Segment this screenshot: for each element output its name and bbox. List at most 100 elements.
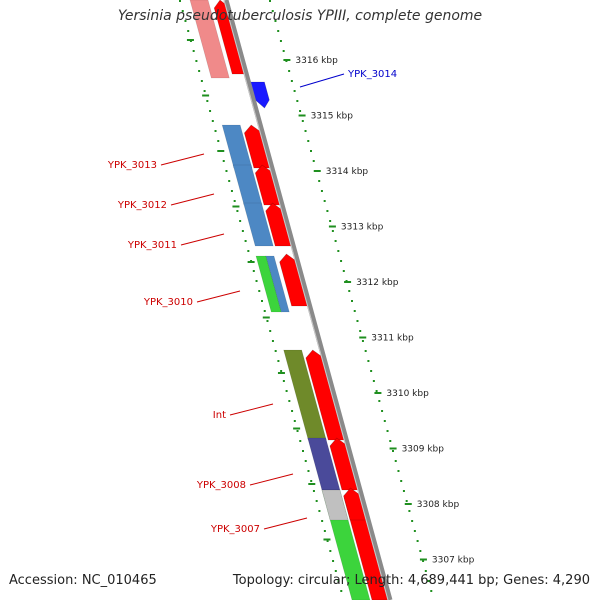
outer-dot-guide <box>348 290 351 292</box>
outer-dot-guide <box>337 250 340 252</box>
outer-dot-guide <box>378 400 381 402</box>
gene-label-ypk3014: YPK_3014 <box>347 69 397 80</box>
outer-dot-guide <box>274 20 277 22</box>
inner-dot-guide <box>255 280 258 282</box>
outer-dot-guide <box>405 500 408 502</box>
genome-summary-text: Topology: circular; Length: 4,689,441 bp… <box>232 573 590 588</box>
tick-label: 3315 kbp <box>311 112 354 122</box>
outer-dot-guide <box>288 70 291 72</box>
inner-dot-guide <box>252 270 255 272</box>
inner-dot-guide <box>332 560 335 562</box>
inner-dot-guide <box>181 10 184 12</box>
gene-leader-ypk3014 <box>299 73 345 88</box>
inner-dot-guide <box>293 420 296 422</box>
gene-leader-int <box>229 403 274 416</box>
outer-dot-guide <box>383 420 386 422</box>
tick-label: 3312 kbp <box>356 278 399 288</box>
inner-dot-guide <box>323 530 326 532</box>
outer-dot-guide <box>310 150 312 152</box>
outer-dot-guide <box>340 260 343 262</box>
outer-dot-guide <box>279 40 282 42</box>
inner-dot-guide <box>258 290 261 292</box>
outer-dot-guide <box>408 510 411 512</box>
tick-labels-layer: 3316 kbp 3315 kbp 3314 kbp 3313 kbp 3312 kbp… <box>295 56 474 566</box>
outer-dot-guide <box>318 180 321 182</box>
inner-dot-guide <box>239 220 242 222</box>
inner-dot-guide <box>299 440 302 442</box>
inner-dot-guide <box>304 460 307 462</box>
outer-dot-guide <box>419 550 422 552</box>
tick-label: 3308 kbp <box>417 500 460 510</box>
inner-dot-guide <box>302 450 304 452</box>
inner-dot-guide <box>261 300 263 302</box>
gene-leader-ypk3010 <box>196 290 241 303</box>
inner-dot-guide <box>203 90 206 92</box>
tick-label: 3314 kbp <box>326 167 369 177</box>
inner-dot-guide <box>312 490 315 492</box>
inner-dot-guide <box>211 120 214 122</box>
gene-label-int: Int <box>213 410 226 421</box>
outer-dot-guide <box>342 270 345 272</box>
inner-dot-guide <box>198 70 201 72</box>
outer-dot-guide <box>282 50 285 52</box>
inner-dot-guide <box>334 570 337 572</box>
cog-block-ypk3007-cap <box>321 489 349 521</box>
cog-block-ypk3011 <box>243 202 274 247</box>
tick-dots-layer <box>179 0 433 592</box>
outer-dot-guide <box>269 0 271 2</box>
inner-dot-guide <box>296 430 299 432</box>
outer-dot-guide <box>323 200 326 202</box>
outer-dot-guide <box>301 120 304 122</box>
inner-dot-guide <box>326 540 329 542</box>
inner-dot-guide <box>247 250 250 252</box>
outer-dot-guide <box>356 320 359 322</box>
outer-dot-guide <box>353 310 356 312</box>
inner-dot-guide <box>271 340 274 342</box>
inner-dot-guide <box>244 240 247 242</box>
outer-dot-guide <box>386 430 389 432</box>
outer-dot-guide <box>367 360 370 362</box>
inner-dot-guide <box>277 360 280 362</box>
outer-dot-guide <box>372 380 375 382</box>
tick-label: 3313 kbp <box>341 223 384 233</box>
inner-dot-guide <box>291 410 294 412</box>
inner-dot-guide <box>179 0 181 2</box>
gene-label-ypk3010: YPK_3010 <box>143 297 193 308</box>
inner-dot-guide <box>200 80 203 82</box>
inner-dot-guide <box>192 50 195 52</box>
outer-dot-guide <box>296 100 299 102</box>
gene-label-ypk3013: YPK_3013 <box>107 160 157 171</box>
inner-dot-guide <box>225 170 228 172</box>
outer-dot-guide <box>331 230 334 232</box>
outer-dot-guide <box>381 410 384 412</box>
inner-dot-guide <box>288 400 291 402</box>
outer-dot-guide <box>397 470 400 472</box>
outer-dot-guide <box>364 350 367 352</box>
tick-label: 3310 kbp <box>386 389 429 399</box>
outer-dot-guide <box>394 460 397 462</box>
inner-dot-guide <box>321 520 324 522</box>
outer-dot-guide <box>299 110 302 112</box>
gene-leader-ypk3013 <box>160 153 205 166</box>
gene-label-ypk3007: YPK_3007 <box>210 524 260 535</box>
inner-dot-guide <box>318 510 321 512</box>
inner-dot-guide <box>307 470 310 472</box>
inner-dot-guide <box>280 370 283 372</box>
inner-dot-guide <box>310 480 313 482</box>
feature-tracks-layer <box>189 0 391 600</box>
tick-label: 3309 kbp <box>402 445 445 455</box>
outer-dot-guide <box>375 390 378 392</box>
outer-dot-guide <box>312 160 315 162</box>
inner-dot-guide <box>217 140 220 142</box>
inner-dot-guide <box>228 180 231 182</box>
inner-dot-guide <box>230 190 233 192</box>
inner-dot-guide <box>340 590 343 592</box>
cog-block-top <box>189 0 230 79</box>
outer-dot-guide <box>389 440 392 442</box>
backbone-layer <box>223 0 393 600</box>
inner-dot-guide <box>282 380 285 382</box>
inner-dot-guide <box>285 390 288 392</box>
outer-dot-guide <box>329 220 332 222</box>
inner-dot-guide <box>274 350 277 352</box>
